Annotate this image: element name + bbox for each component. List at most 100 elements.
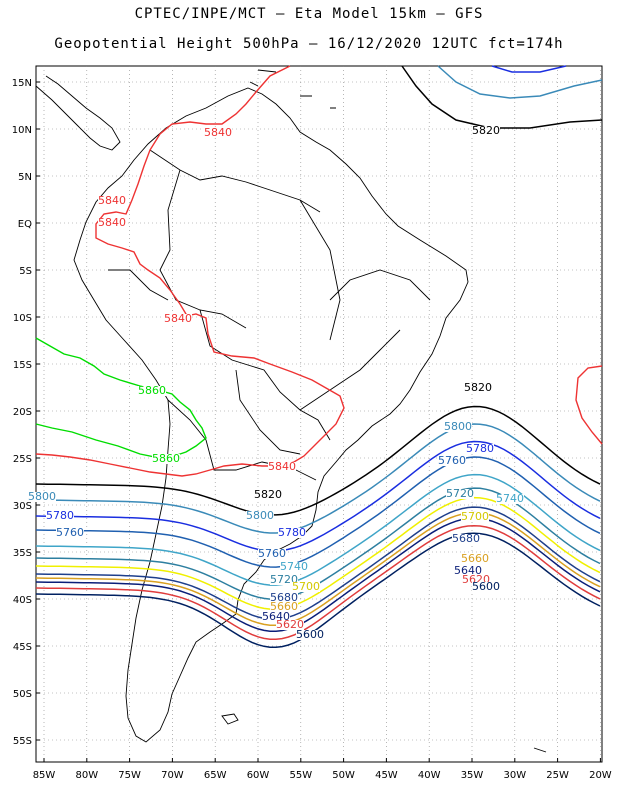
latitude-label: 15S	[13, 360, 32, 371]
contour-label-bg	[444, 422, 472, 432]
contour-label: 5840	[204, 126, 232, 139]
contours-north-atlantic	[401, 65, 603, 129]
coastlines	[35, 69, 547, 753]
contour-label: 5640	[454, 564, 482, 577]
contour-label-bg	[462, 575, 490, 585]
contour-label: 5620	[276, 618, 304, 631]
contour-label-bg	[466, 444, 494, 454]
map-frame	[35, 65, 603, 763]
contour-bands	[35, 405, 601, 649]
contour-label: 5680	[270, 591, 298, 604]
longitude-label: 25W	[546, 770, 569, 781]
contour-5700	[35, 496, 601, 610]
contour-label-bg	[258, 549, 286, 559]
contour-label-bg	[438, 456, 466, 466]
contour-label: 5860	[138, 384, 166, 397]
contour-label: 5720	[270, 573, 298, 586]
contour-label: 5640	[262, 610, 290, 623]
contour-5780-north	[491, 65, 567, 73]
contour-label-bg	[296, 630, 324, 640]
contour-label: 5780	[278, 526, 306, 539]
longitude-label: 40W	[418, 770, 441, 781]
graticule	[36, 66, 602, 762]
contour-label-bg	[152, 454, 180, 464]
contour-label: 5600	[296, 628, 324, 641]
contour-label: 5660	[270, 600, 298, 613]
contour-label-bg	[204, 128, 232, 138]
contour-label-bg	[452, 534, 480, 544]
contour-label-bg	[28, 492, 56, 502]
contour-5800	[35, 423, 601, 534]
latitude-label: 10S	[13, 313, 32, 324]
contour-5840-east	[575, 365, 603, 445]
contour-5860-line	[35, 337, 207, 459]
contour-label-bg	[472, 126, 500, 136]
contour-label-bg	[270, 575, 298, 585]
contour-5640	[35, 517, 601, 633]
contour-label: 5700	[461, 510, 489, 523]
contour-label-bg	[461, 512, 489, 522]
map-title: CPTEC/INPE/MCT – Eta Model 15km – GFS	[134, 6, 484, 22]
contour-label-bg	[292, 582, 320, 592]
contour-label-bg	[246, 511, 274, 521]
longitude-label: 35W	[461, 770, 484, 781]
contour-5840-north	[95, 65, 291, 321]
contour-label-bg	[454, 566, 482, 576]
contour-label-bg	[472, 582, 500, 592]
falkland-islands	[221, 713, 239, 725]
central-america-outline	[35, 75, 121, 151]
longitude-label: 45W	[375, 770, 398, 781]
contour-label-bg	[98, 196, 126, 206]
latitude-label: 15N	[12, 78, 32, 89]
contour-5740	[35, 473, 601, 586]
contour-5680	[35, 506, 601, 620]
contour-label-bg	[254, 490, 282, 500]
contour-5860	[35, 337, 207, 459]
contour-label: 5600	[472, 580, 500, 593]
latitude-label: 50S	[13, 689, 32, 700]
contour-label-bg	[270, 602, 298, 612]
contour-label: 5760	[438, 454, 466, 467]
contour-5660	[35, 511, 601, 626]
contour-label-bg	[268, 462, 296, 472]
longitude-label: 50W	[332, 770, 355, 781]
longitude-label: 20W	[589, 770, 612, 781]
contour-5760	[35, 456, 601, 568]
contour-label: 5680	[452, 532, 480, 545]
country-borders	[108, 149, 431, 481]
contour-label-bg	[270, 593, 298, 603]
latitude-label: 30S	[13, 501, 32, 512]
latitude-label: 5N	[18, 172, 32, 183]
contour-label-bg	[446, 489, 474, 499]
latitude-label: 20S	[13, 407, 32, 418]
latitude-label: 45S	[13, 642, 32, 653]
caribbean-islands	[249, 69, 336, 109]
contour-label-bg	[138, 386, 166, 396]
contour-label-bg	[276, 620, 304, 630]
latitude-label: 25S	[13, 454, 32, 465]
contour-label-bg	[461, 554, 489, 564]
contour-label: 5720	[446, 487, 474, 500]
contour-label: 5760	[56, 526, 84, 539]
contour-label: 5860	[152, 452, 180, 465]
contour-labels: 5820 5840 5840 5840 5840 5860 5860 5820 5800 5780…	[28, 124, 524, 641]
contour-label-bg	[278, 528, 306, 538]
contour-label: 5820	[464, 381, 492, 394]
contour-5820	[35, 405, 601, 516]
contour-label-bg	[164, 314, 192, 324]
contour-5840	[35, 65, 603, 477]
contour-label: 5660	[461, 552, 489, 565]
longitude-label: 65W	[204, 770, 227, 781]
latitude-label: 40S	[13, 595, 32, 606]
latitude-labels: 15N 10N 5N EQ 5S 10S 15S 20S 25S 30S 35S 40S 45S 50S 5…	[12, 78, 40, 747]
contour-label: 5760	[258, 547, 286, 560]
contour-label-bg	[262, 612, 290, 622]
contour-label: 5740	[496, 492, 524, 505]
contour-label: 5840	[164, 312, 192, 325]
contour-label-bg	[464, 383, 492, 393]
contour-5820-north	[401, 65, 603, 129]
contour-label: 5820	[254, 488, 282, 501]
longitude-label: 55W	[289, 770, 312, 781]
longitude-label: 75W	[118, 770, 141, 781]
